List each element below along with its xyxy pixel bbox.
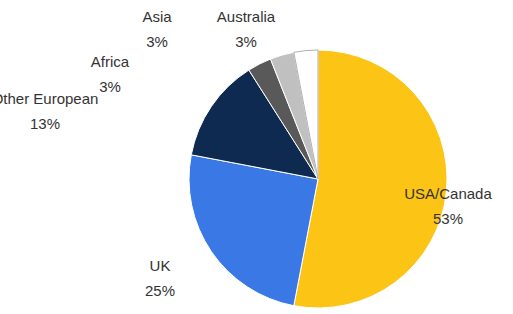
slice-label: USA/Canada xyxy=(404,185,492,202)
slice-value: 3% xyxy=(99,78,121,95)
chart: USA/Canada 53% UK 25% Other European 13% Afric… xyxy=(0,0,513,314)
slice-value: 53% xyxy=(433,210,463,227)
slice-value: 3% xyxy=(146,33,168,50)
slice-label: Australia xyxy=(217,8,276,25)
slice-label: Africa xyxy=(91,53,130,70)
slices xyxy=(189,50,447,308)
slice-label: Asia xyxy=(142,8,172,25)
slice-label: Other European xyxy=(0,90,98,107)
pie-slice xyxy=(294,50,318,179)
data-labels: USA/Canada 53% UK 25% Other European 13% Afric… xyxy=(0,8,492,299)
slice-label: UK xyxy=(150,257,171,274)
slice-value: 13% xyxy=(30,115,60,132)
pie-slice xyxy=(189,155,318,306)
slice-value: 3% xyxy=(235,33,257,50)
slice-value: 25% xyxy=(145,282,175,299)
